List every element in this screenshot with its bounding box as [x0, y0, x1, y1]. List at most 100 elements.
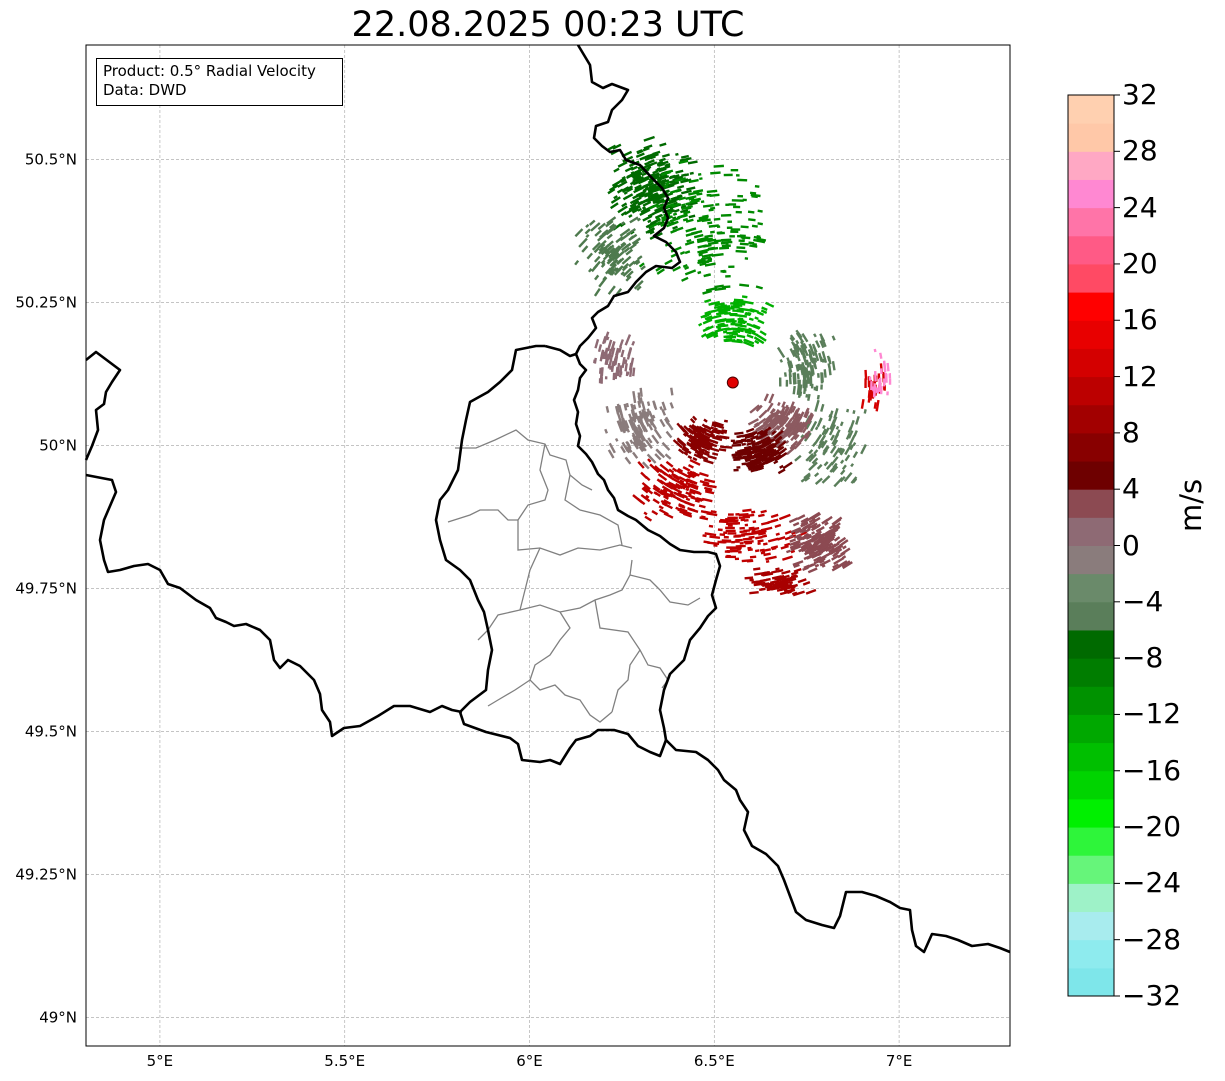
velocity-echo-cluster [698, 295, 775, 348]
colorbar-tick-label: 32 [1122, 78, 1158, 111]
velocity-echo-cluster [776, 329, 836, 402]
border-belgium-france [85, 473, 463, 738]
velocity-echo-cluster [868, 348, 892, 398]
colorbar-segment [1068, 573, 1114, 603]
info-box: Product: 0.5° Radial Velocity Data: DWD [96, 58, 343, 106]
colorbar-segment [1068, 629, 1114, 659]
colorbar-tick-label: 8 [1122, 415, 1140, 449]
colorbar-tick-label: −24 [1122, 866, 1182, 900]
colorbar-segment [1068, 95, 1114, 124]
velocity-echo-cluster [700, 508, 808, 564]
admin-border-line [594, 599, 669, 689]
lat-tick-label: 49.5°N [25, 722, 77, 740]
colorbar-tick-label: 16 [1122, 303, 1158, 337]
colorbar-segment [1068, 601, 1114, 631]
colorbar-segment [1068, 911, 1114, 941]
colorbar-segment [1068, 742, 1114, 772]
radar-site-marker [726, 376, 739, 389]
velocity-echo-cluster [786, 511, 853, 574]
colorbar-segment [1068, 263, 1114, 293]
colorbar-frame [1067, 94, 1115, 997]
colorbar-segment [1068, 798, 1114, 828]
colorbar-segment [1068, 207, 1114, 237]
colorbar-tick-label: −12 [1122, 697, 1182, 731]
admin-border-line [629, 574, 701, 606]
admin-border-line [487, 679, 531, 707]
colorbar-segment [1068, 404, 1114, 434]
colorbar-tick-label: −28 [1122, 922, 1182, 956]
colorbar-segment [1068, 658, 1114, 687]
admin-border-line [611, 649, 641, 713]
lat-tick-label: 49.75°N [15, 579, 77, 597]
colorbar [1068, 94, 1120, 997]
admin-border-line [517, 443, 633, 556]
admin-border-line [447, 509, 518, 523]
border-lux-north [544, 344, 577, 358]
colorbar-segment [1068, 770, 1114, 800]
plot-title: 22.08.2025 00:23 UTC [351, 5, 745, 45]
axis-tick-labels: 50.5°N 50.25°N 50°N 49.75°N 49.5°N 49.25°N 49°… [15, 150, 912, 1070]
colorbar-segment [1068, 461, 1114, 490]
colorbar-tick-label: 12 [1122, 359, 1158, 393]
product-label: Product: 0.5° Radial Velocity [103, 62, 316, 80]
map-background [86, 45, 1010, 1046]
border-belgium-north [84, 350, 122, 461]
colorbar-segment [1068, 235, 1114, 265]
border-luxembourg [434, 344, 668, 766]
colorbar-tick-label: −32 [1122, 979, 1182, 1012]
colorbar-segment [1068, 123, 1114, 152]
radar-velocity-field [574, 135, 892, 597]
velocity-echo-cluster [744, 567, 817, 597]
velocity-echo-cluster [794, 399, 867, 488]
lon-tick-label: 5.5°E [324, 1052, 365, 1070]
colorbar-tick-label: 24 [1122, 190, 1158, 224]
velocity-echo-cluster [747, 393, 815, 456]
colorbar-segment [1068, 967, 1114, 997]
lat-tick-label: 50.25°N [15, 293, 77, 311]
colorbar-tick-label: 0 [1122, 528, 1140, 562]
colorbar-segment [1068, 376, 1114, 406]
border-germany-france [665, 739, 1011, 954]
colorbar-tick-label: 4 [1122, 472, 1140, 506]
admin-border-line [529, 611, 613, 723]
colorbar-segment [1068, 320, 1114, 349]
velocity-echo-cluster [672, 415, 733, 465]
lon-tick-label: 5°E [147, 1052, 174, 1070]
colorbar-tick-label: −8 [1122, 641, 1164, 675]
colorbar-tick-label: −4 [1122, 584, 1164, 618]
colorbar-segment [1068, 151, 1114, 180]
colorbar-segment [1068, 348, 1114, 378]
colorbar-segment [1068, 432, 1114, 462]
map-frame [85, 44, 1011, 1047]
colorbar-tick-label: −16 [1122, 753, 1182, 787]
lon-tick-label: 6.5°E [694, 1052, 735, 1070]
admin-borders [447, 429, 701, 723]
colorbar-segment [1068, 714, 1114, 744]
colorbar-segment [1068, 545, 1114, 575]
colorbar-unit-label: m/s [1174, 478, 1208, 532]
velocity-echo-cluster [638, 159, 767, 295]
colorbar-tick-label: 28 [1122, 134, 1158, 168]
colorbar-tick-label: −20 [1122, 810, 1182, 844]
velocity-echo-cluster [604, 387, 674, 470]
colorbar-segment [1068, 489, 1114, 518]
colorbar-segment [1068, 855, 1114, 884]
colorbar-segment [1068, 827, 1114, 856]
velocity-echo-cluster [574, 216, 646, 298]
lat-tick-label: 49.25°N [15, 865, 77, 883]
lon-tick-label: 6°E [516, 1052, 543, 1070]
country-borders [84, 44, 1011, 954]
admin-border-line [564, 474, 623, 546]
data-source-label: Data: DWD [103, 81, 187, 99]
colorbar-segment [1068, 686, 1114, 715]
colorbar-segment [1068, 939, 1114, 969]
velocity-echo-cluster [632, 458, 718, 522]
lat-tick-label: 49°N [39, 1008, 77, 1026]
velocity-echo-cluster [730, 426, 793, 475]
colorbar-segment [1068, 292, 1114, 321]
colorbar-segment [1068, 179, 1114, 209]
colorbar-tick-label: 20 [1122, 246, 1158, 280]
colorbar-segment [1068, 883, 1114, 913]
colorbar-segment [1068, 517, 1114, 546]
